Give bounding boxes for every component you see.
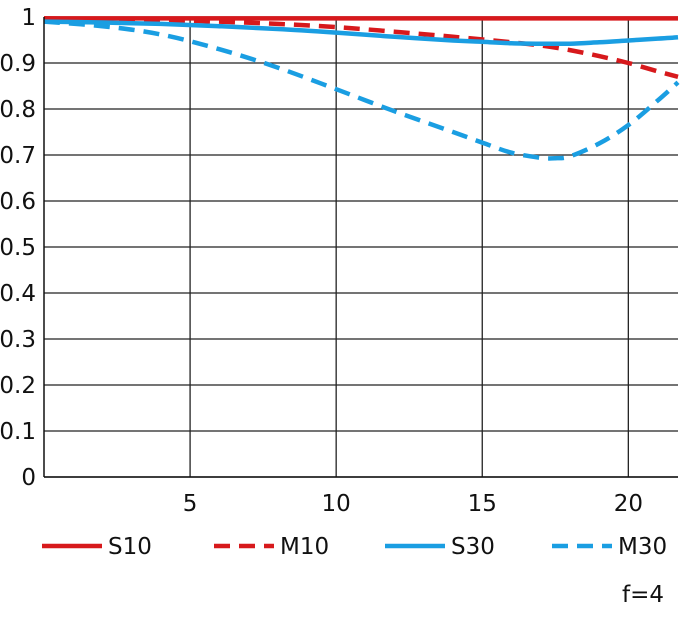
legend-label-m10: M10 [280, 534, 329, 560]
grid [44, 16, 678, 478]
series-lines [43, 16, 680, 161]
aperture-annotation: f=4 [622, 582, 664, 608]
legend-label-s10: S10 [108, 534, 152, 560]
y-tick-label: 0.1 [0, 419, 36, 445]
x-tick-label: 15 [468, 491, 497, 517]
legend: S10 M10 S30 M30 [42, 534, 667, 560]
series-line-s30 [43, 19, 679, 47]
y-tick-label: 0 [21, 465, 36, 491]
legend-label-s30: S30 [451, 534, 495, 560]
y-tick-label: 0.8 [0, 97, 36, 123]
x-tick-labels: 5 10 15 20 [183, 491, 643, 517]
x-tick-label: 20 [614, 491, 643, 517]
y-tick-label: 0.4 [0, 281, 36, 307]
series-line-m10 [43, 16, 679, 79]
y-tick-label: 0.9 [0, 51, 36, 77]
y-tick-label: 0.5 [0, 235, 36, 261]
y-tick-label: 0.3 [0, 327, 36, 353]
axes [43, 17, 678, 478]
y-tick-label: 0.7 [0, 143, 36, 169]
x-tick-label: 5 [183, 491, 198, 517]
x-tick-label: 10 [322, 491, 351, 517]
series-line-m30 [43, 19, 680, 161]
legend-label-m30: M30 [618, 534, 667, 560]
y-tick-labels: 0 0.1 0.2 0.3 0.4 0.5 0.6 0.7 0.8 0.9 1 [0, 5, 36, 491]
y-tick-label: 0.2 [0, 373, 36, 399]
y-tick-label: 0.6 [0, 189, 36, 215]
y-tick-label: 1 [21, 5, 36, 31]
